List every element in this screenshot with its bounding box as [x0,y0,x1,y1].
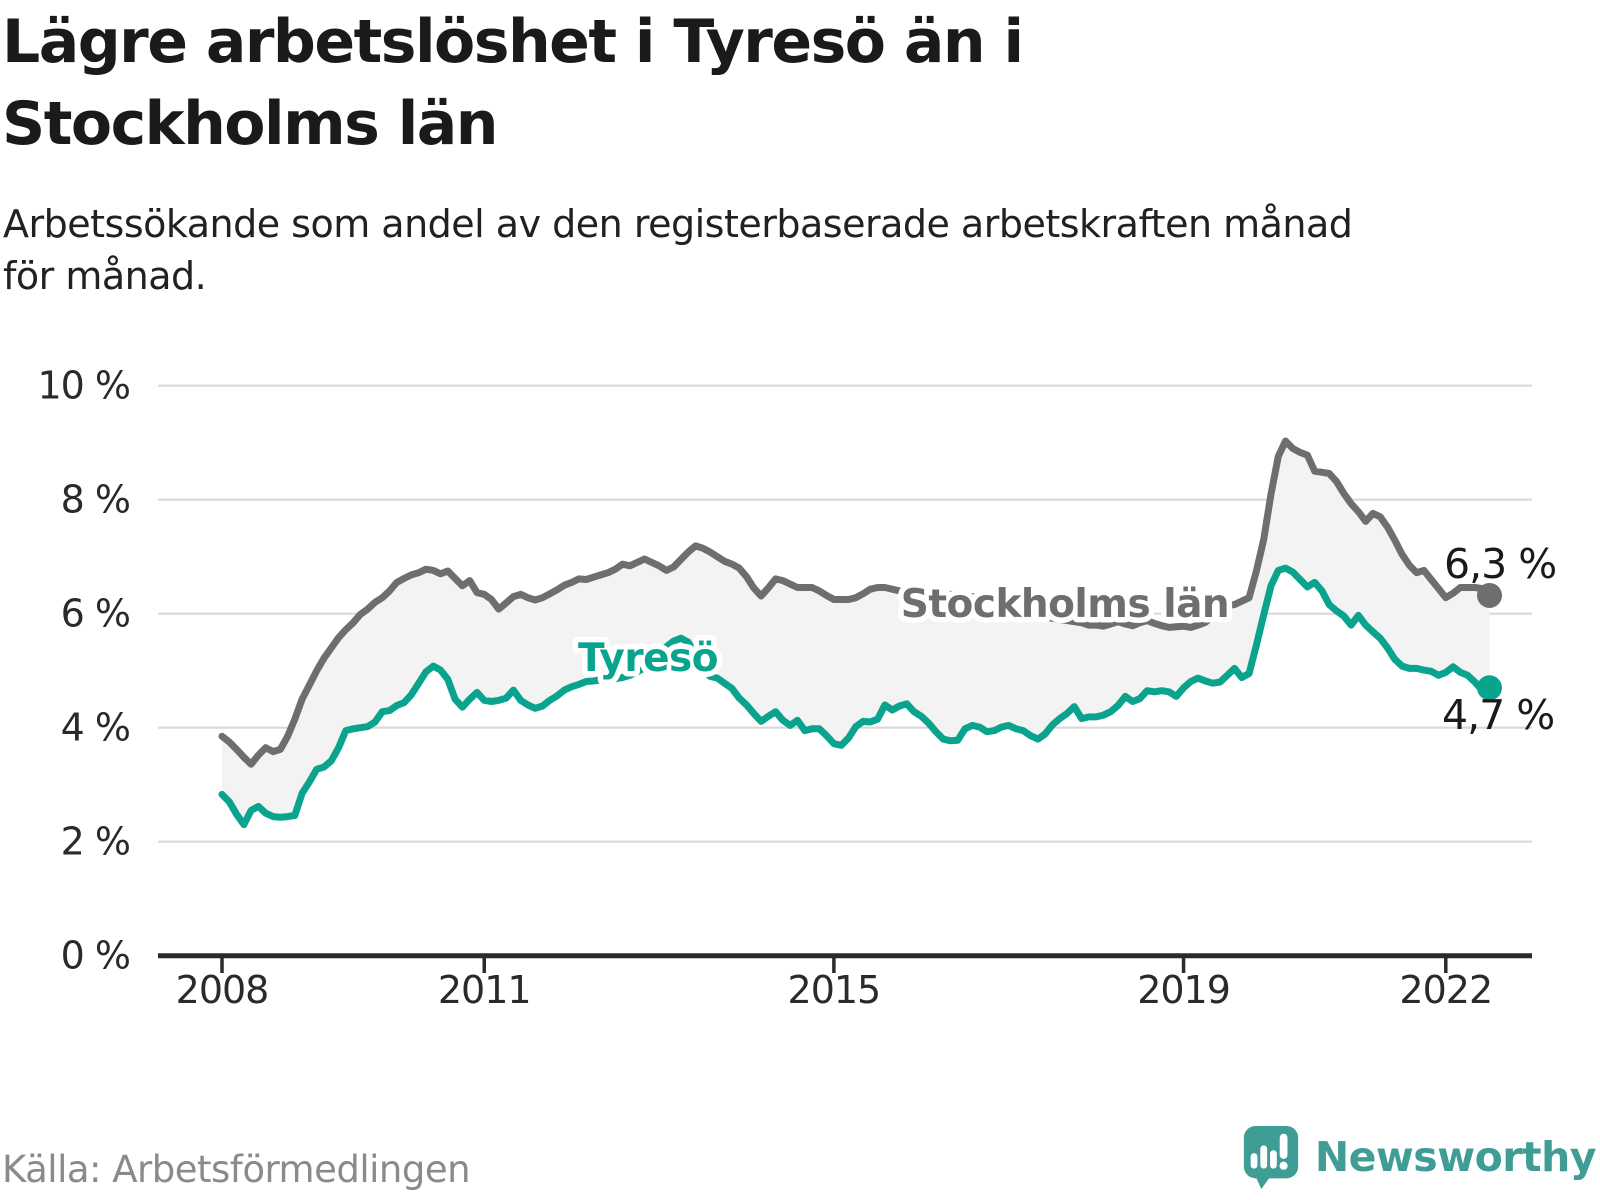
y-axis-label: 6 % [61,592,130,636]
x-axis-label: 2011 [438,968,531,1012]
chart-subtitle: Arbetssökande som andel av den registerb… [3,202,1353,299]
x-axis-label: 2015 [788,968,881,1012]
newsworthy-logo: Newsworthy [1240,1124,1597,1190]
bar-3 [1269,1150,1277,1169]
series-end-dot-stockholm [1477,582,1503,608]
area-between-series [222,441,1490,825]
source-note: Källa: Arbetsförmedlingen [2,1148,471,1191]
newsworthy-wordmark: Newsworthy [1314,1133,1597,1181]
newsworthy-chart-bubble-icon [1243,1126,1298,1189]
y-axis-labels: 0 % 2 % 4 % 6 % 8 % 10 % [37,364,131,978]
end-value-stockholm: 6,3 % [1444,540,1556,588]
y-axis-label: 2 % [61,820,130,864]
x-axis: 2008 2011 2015 2019 2022 [176,955,1493,1012]
series-line-tyreso [218,564,1493,829]
y-axis-label: 8 % [61,478,130,522]
exclamation-dot [1279,1161,1288,1170]
end-value-tyreso: 4,7 % [1442,691,1554,739]
series-end-dot-tyreso [1477,675,1503,701]
bar-2 [1260,1145,1267,1169]
y-axis-label: 10 % [37,364,130,408]
series-label-stockholm: Stockholms län [901,582,1229,627]
page-title: Lägre arbetslöshet i Tyresö än i Stockho… [2,7,1024,159]
series-line-stockholm [218,437,1493,768]
x-axis-label: 2008 [176,968,269,1012]
y-axis-label: 4 % [61,706,130,750]
y-axis-label: 0 % [61,934,130,978]
series-label-tyreso: Tyresö [578,636,718,681]
y-gridlines [158,384,1532,959]
x-axis-label: 2019 [1137,968,1230,1012]
bar-1 [1250,1153,1258,1169]
exclamation-bar [1279,1133,1288,1159]
x-axis-label: 2022 [1399,968,1492,1012]
